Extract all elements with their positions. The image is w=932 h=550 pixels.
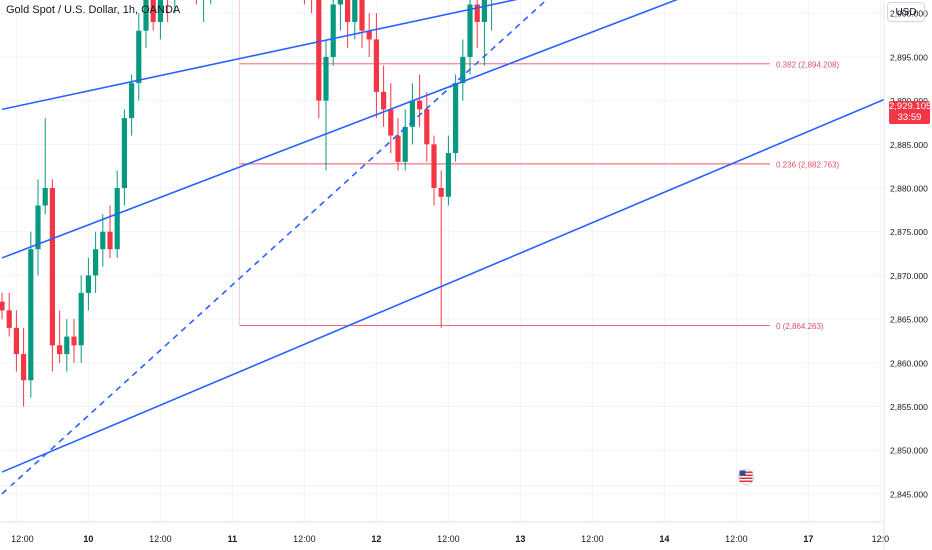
candle-countdown: 33:59	[897, 112, 922, 123]
candle-body	[431, 144, 437, 189]
candle-body	[49, 188, 55, 346]
candle-body	[13, 327, 19, 355]
currency-button[interactable]: USD	[887, 2, 925, 22]
candle-body	[35, 205, 41, 250]
candle-body	[395, 135, 401, 162]
trendline	[1, 0, 679, 259]
candle-body	[21, 354, 27, 381]
price-tick-label: 2,860.000	[890, 358, 928, 368]
candle-body	[359, 0, 365, 31]
candle-body	[453, 83, 459, 154]
candle-body	[438, 188, 444, 197]
candle-body	[388, 109, 394, 136]
candle-body	[337, 0, 343, 5]
price-tick-label: 2,880.000	[890, 184, 928, 194]
candle-body	[42, 188, 48, 206]
price-tick-label: 2,895.000	[890, 52, 928, 62]
time-tick-label: 11	[228, 534, 238, 544]
price-tick-label: 2,850.000	[890, 446, 928, 456]
candle-body	[28, 249, 34, 381]
candle-body	[107, 231, 113, 250]
candle-body	[467, 4, 473, 57]
candle-body	[114, 188, 120, 250]
candle-body	[100, 231, 106, 250]
candle-body	[93, 249, 99, 276]
fib-level-label: 0 (2,864.263)	[776, 322, 824, 331]
candle-body	[71, 336, 77, 346]
candle-body	[424, 109, 430, 145]
candle-body	[143, 0, 149, 31]
candle-body	[85, 275, 91, 293]
fib-level-label: 0.236 (2,882.763)	[776, 160, 839, 169]
time-tick-label: 12:00	[293, 534, 316, 544]
flag-us-icon[interactable]	[738, 469, 754, 485]
candle-body	[381, 91, 387, 110]
chart-title: Gold Spot / U.S. Dollar, 1h, OANDA	[6, 4, 181, 16]
candle-body	[64, 336, 70, 355]
candle-body	[129, 83, 135, 119]
candle-body	[0, 301, 5, 311]
current-price-label: 2,929.105	[889, 101, 932, 112]
price-tick-label: 2,845.000	[890, 489, 928, 499]
candle-body	[345, 0, 351, 22]
time-tick-label: 13	[515, 534, 525, 544]
time-tick-label: 17	[803, 534, 813, 544]
price-tick-label: 2,875.000	[890, 227, 928, 237]
price-tick-label: 2,865.000	[890, 315, 928, 325]
candle-body	[445, 153, 451, 197]
candle-body	[330, 4, 336, 57]
time-tick-label: 12:00	[149, 534, 172, 544]
time-tick-label: 12:00	[725, 534, 748, 544]
candle-body	[474, 4, 480, 22]
candle-body	[352, 0, 358, 22]
candle-body	[316, 0, 322, 101]
time-tick-label: 12:0	[872, 534, 890, 544]
candle-body	[121, 118, 127, 189]
candle-body	[136, 30, 142, 84]
candle-body	[366, 30, 372, 40]
price-tick-label: 2,870.000	[890, 271, 928, 281]
price-tick-label: 2,900.000	[890, 9, 928, 19]
candle-body	[460, 56, 466, 84]
price-scale-bg	[884, 0, 932, 550]
time-tick-label: 12:00	[11, 534, 34, 544]
time-tick-label: 12	[371, 534, 381, 544]
trendline	[1, 0, 518, 111]
candle-body	[402, 126, 408, 162]
candle-body	[78, 292, 84, 346]
trendline	[1, 91, 903, 473]
time-tick-label: 12:00	[581, 534, 604, 544]
candle-body	[417, 100, 423, 110]
current-price-badge: 2,929.105 33:59	[889, 101, 932, 124]
time-tick-label: 12:00	[437, 534, 460, 544]
price-tick-label: 2,855.000	[890, 402, 928, 412]
candle-body	[481, 0, 487, 22]
time-tick-label: 14	[659, 534, 669, 544]
time-tick-label: 10	[83, 534, 93, 544]
candle-body	[150, 0, 156, 22]
candle-body	[157, 0, 163, 22]
candle-body	[373, 39, 379, 92]
candle-body	[57, 345, 63, 355]
fib-level-label: 0.382 (2,894.208)	[776, 60, 839, 69]
candle-body	[6, 310, 12, 328]
candle-body	[323, 56, 329, 101]
candle-body	[409, 100, 415, 127]
price-tick-label: 2,885.000	[890, 140, 928, 150]
